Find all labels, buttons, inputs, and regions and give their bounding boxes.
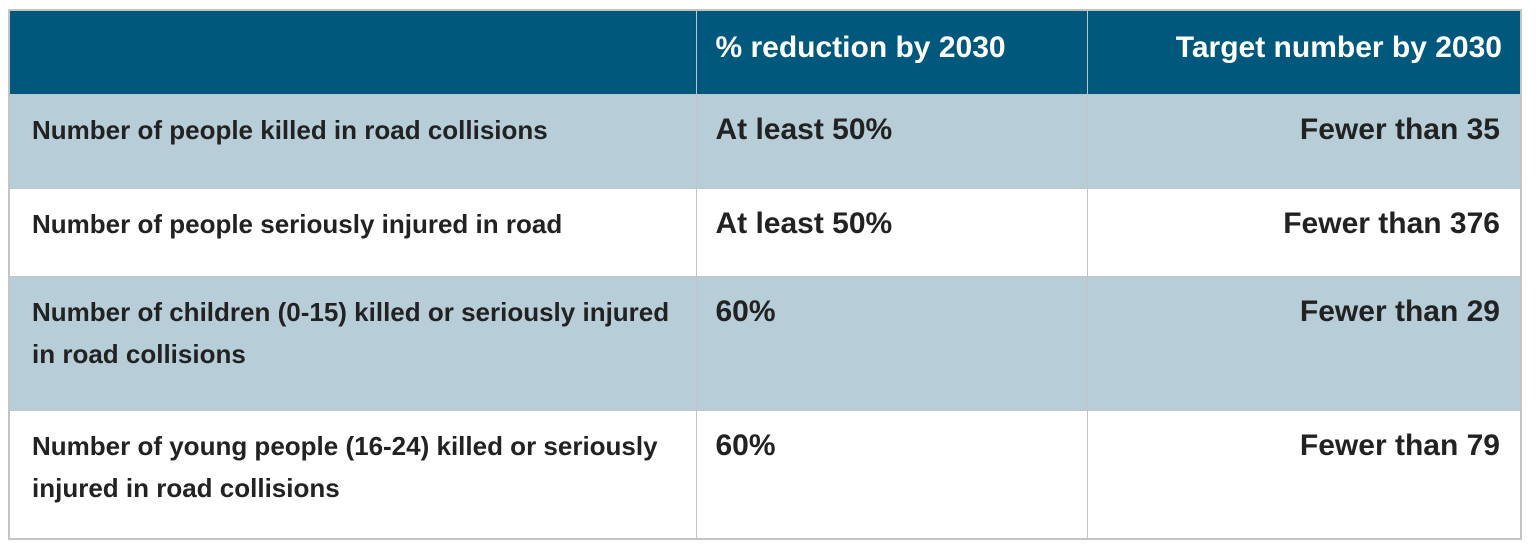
table-row: Number of young people (16-24) killed or… bbox=[8, 409, 1522, 540]
target-cell: Fewer than 35 bbox=[1087, 93, 1522, 189]
header-reduction: % reduction by 2030 bbox=[696, 9, 1089, 95]
target-cell: Fewer than 29 bbox=[1087, 275, 1522, 411]
reduction-cell: At least 50% bbox=[696, 187, 1089, 277]
measure-cell: Number of children (0-15) killed or seri… bbox=[8, 275, 698, 411]
reduction-cell: At least 50% bbox=[696, 93, 1089, 189]
table-row: Number of children (0-15) killed or seri… bbox=[8, 275, 1522, 411]
header-measure bbox=[8, 9, 698, 95]
header-target: Target number by 2030 bbox=[1087, 9, 1522, 95]
target-cell: Fewer than 79 bbox=[1087, 409, 1522, 540]
header-row: % reduction by 2030 Target number by 203… bbox=[8, 9, 1522, 95]
table-row: Number of people killed in road collisio… bbox=[8, 93, 1522, 189]
reduction-cell: 60% bbox=[696, 409, 1089, 540]
reduction-cell: 60% bbox=[696, 275, 1089, 411]
measure-cell: Number of young people (16-24) killed or… bbox=[8, 409, 698, 540]
road-safety-targets-table: % reduction by 2030 Target number by 203… bbox=[8, 9, 1522, 540]
table-row: Number of people seriously injured in ro… bbox=[8, 187, 1522, 277]
measure-cell: Number of people seriously injured in ro… bbox=[8, 187, 698, 277]
measure-cell: Number of people killed in road collisio… bbox=[8, 93, 698, 189]
target-cell: Fewer than 376 bbox=[1087, 187, 1522, 277]
